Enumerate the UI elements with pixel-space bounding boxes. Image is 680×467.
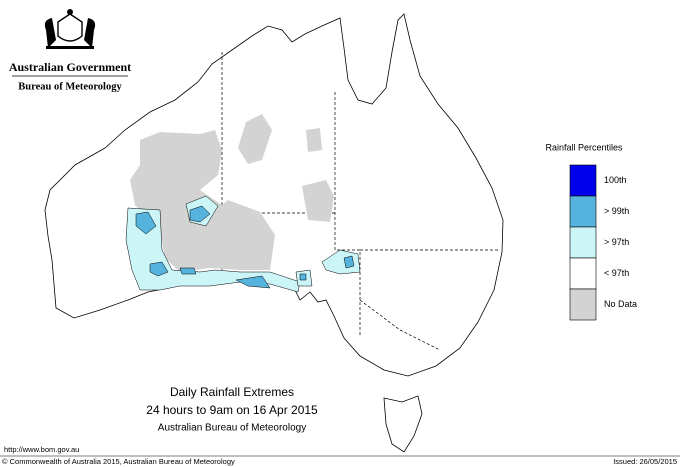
government-name: Australian Government (9, 60, 131, 74)
legend-title: Rainfall Percentiles (545, 142, 623, 152)
legend: 100th > 99th > 97th < 97th No Data (569, 164, 637, 321)
legend-swatch (569, 257, 597, 290)
legend-swatch (569, 288, 597, 321)
legend-label: > 97th (604, 237, 629, 247)
state-borders (221, 52, 500, 351)
legend-label: 100th (604, 175, 627, 185)
above-99th-regions (135, 205, 355, 289)
legend-label: < 97th (604, 268, 629, 278)
legend-label: > 99th (604, 206, 629, 216)
footer-copyright: © Commonwealth of Australia 2015, Austra… (2, 457, 235, 466)
bureau-name: Bureau of Meteorology (18, 81, 122, 92)
legend-swatch (569, 226, 597, 259)
crest (44, 9, 96, 49)
tasmania-outline (383, 395, 423, 453)
legend-swatch (569, 195, 597, 228)
caption-source: Australian Bureau of Meteorology (158, 423, 306, 434)
caption-title: Daily Rainfall Extremes (170, 385, 294, 399)
legend-swatch (569, 164, 597, 197)
footer-url[interactable]: http://www.bom.gov.au (4, 445, 79, 454)
legend-label: No Data (604, 299, 637, 309)
caption-period: 24 hours to 9am on 16 Apr 2015 (146, 403, 318, 417)
footer-issued: Issued: 26/05/2015 (613, 457, 677, 466)
